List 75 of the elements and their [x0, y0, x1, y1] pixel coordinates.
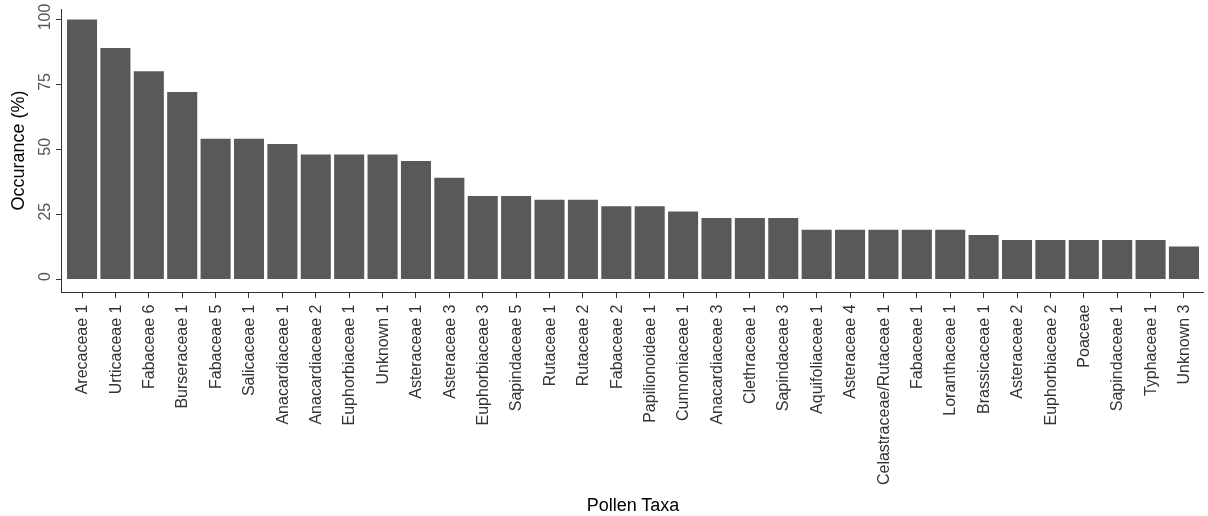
bar	[1135, 240, 1166, 280]
bar	[901, 229, 932, 280]
y-tick-label: 0	[35, 272, 53, 282]
bar	[300, 154, 331, 280]
bar	[434, 177, 465, 280]
bar	[334, 154, 365, 280]
x-tick-label: Loranthaceae 1	[941, 304, 959, 416]
y-tick-label: 50	[35, 137, 53, 156]
bar	[167, 92, 198, 280]
bar	[67, 19, 98, 280]
x-tick-label: Asteraceae 1	[407, 304, 425, 399]
x-tick-label: Clethraceae 1	[741, 304, 759, 405]
x-tick-label: Cunnoniaceae 1	[674, 304, 692, 422]
x-tick-label: Sapindaceae 3	[774, 304, 792, 412]
x-tick-label: Unknown 3	[1175, 304, 1193, 385]
x-tick-label: Burseraceae 1	[173, 304, 191, 409]
x-tick-label: Euphorbiaceae 1	[340, 304, 358, 426]
bar	[200, 138, 231, 280]
x-tick-label: Poaceae	[1074, 304, 1092, 368]
bar	[567, 199, 598, 280]
bar	[1168, 246, 1199, 280]
x-tick-label: Aquifoliaceae 1	[807, 304, 825, 414]
bar	[634, 206, 665, 280]
bar	[233, 138, 265, 280]
x-tick-label: Unknown 1	[373, 304, 391, 385]
y-tick-label: 25	[35, 202, 53, 221]
x-tick-label: Anacardiaceae 3	[707, 304, 725, 425]
bar	[1001, 240, 1033, 280]
x-tick-label: Fabaceae 6	[140, 304, 158, 390]
y-tick-label: 100	[35, 3, 53, 31]
x-tick-label: Euphorbiaceae 2	[1041, 304, 1059, 426]
x-tick-label: Anacardiaceae 2	[306, 304, 324, 425]
x-tick-label: Urticaceae 1	[106, 304, 124, 395]
x-tick-label: Asteraceae 2	[1008, 304, 1026, 399]
bar	[1068, 240, 1099, 280]
bar	[133, 71, 164, 280]
bar	[534, 199, 565, 280]
x-tick-label: Rutaceae 1	[540, 304, 558, 387]
bar	[968, 234, 999, 280]
bar	[467, 195, 498, 280]
x-tick-label: Anacardiaceae 1	[273, 304, 291, 425]
x-tick-label: Rutaceae 2	[574, 304, 592, 387]
x-tick-label: Sapindaceae 5	[507, 304, 525, 412]
x-tick-label: Brassicaceae 1	[974, 304, 992, 414]
x-tick-label: Fabaceae 5	[206, 304, 224, 390]
bar	[768, 218, 799, 280]
bar	[701, 218, 732, 280]
bar	[100, 47, 131, 280]
x-tick-label: Fabaceae 1	[908, 304, 926, 390]
bar	[801, 229, 832, 280]
x-tick-label: Sapindaceae 1	[1108, 304, 1126, 412]
bar	[267, 144, 298, 280]
x-tick-label: Salicaceae 1	[240, 304, 258, 397]
bar	[1102, 240, 1133, 280]
bar	[935, 229, 966, 280]
bar	[835, 229, 866, 280]
y-axis-title: Occurance (%)	[7, 90, 28, 211]
x-tick-label: Papilionoideae 1	[640, 304, 658, 423]
x-tick-label: Arecaceae 1	[73, 304, 91, 395]
x-tick-label: Typhaceae 1	[1141, 304, 1159, 397]
y-tick-label: 75	[35, 72, 53, 91]
x-tick-label: Asteraceae 3	[440, 304, 458, 399]
x-tick-label: Celastraceae/Rutaceae 1	[874, 304, 892, 486]
bar	[734, 218, 765, 280]
bar	[1035, 240, 1066, 280]
bar	[668, 211, 699, 280]
bar	[400, 160, 431, 280]
x-tick-label: Fabaceae 2	[607, 304, 625, 390]
x-tick-label: Euphorbiaceae 3	[473, 304, 491, 426]
bar	[601, 206, 632, 280]
x-axis-title: Pollen Taxa	[586, 495, 681, 516]
x-tick-label: Asteraceae 4	[841, 304, 859, 399]
bar	[501, 195, 532, 280]
bar	[367, 154, 398, 280]
bar	[868, 229, 899, 280]
